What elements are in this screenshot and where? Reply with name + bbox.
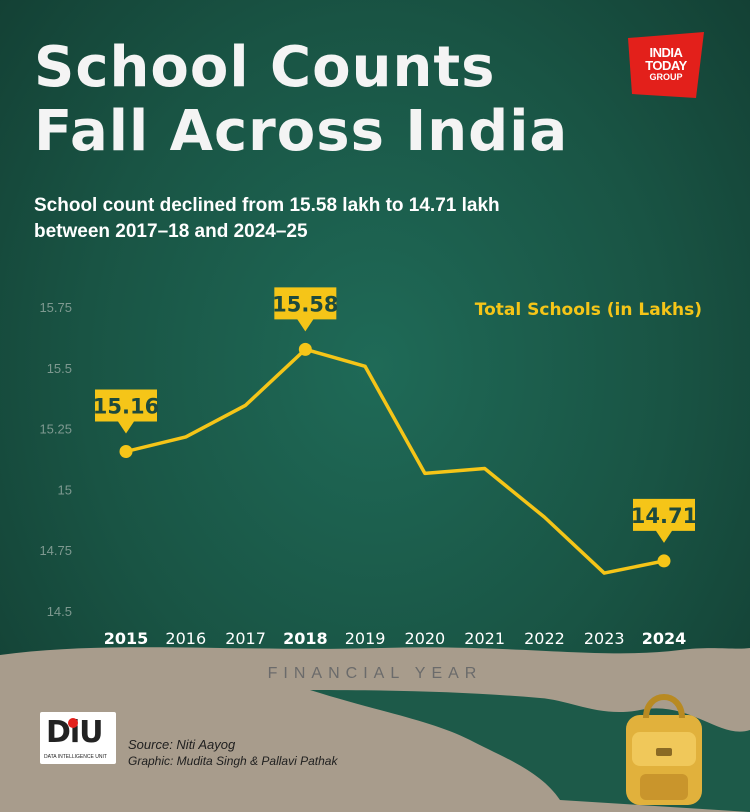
y-tick-label: 15.75	[39, 300, 72, 315]
backpack-icon	[626, 694, 702, 805]
y-tick-label: 15.5	[47, 361, 72, 376]
x-tick-label: 2019	[345, 629, 386, 648]
data-label: 15.16	[93, 394, 159, 418]
page-title: School Counts Fall Across India	[34, 36, 634, 164]
callout-labels: 15.16 15.58 14.71	[93, 287, 697, 568]
x-tick-label: 2024	[642, 629, 687, 648]
y-tick-label: 14.5	[47, 604, 72, 619]
india-today-logo	[628, 32, 704, 98]
y-tick-label: 15	[58, 482, 72, 497]
logo-line-3: GROUP	[649, 72, 683, 82]
y-axis-ticks: 14.5 14.75 15 15.25 15.5 15.75	[39, 300, 72, 619]
x-axis-ticks: 2015 2016 2017 2018 2019 2020 2021 2022 2023 2024	[104, 629, 687, 648]
series-line-total-schools	[124, 347, 666, 575]
data-label: 15.58	[272, 292, 338, 316]
india-today-logo-text: INDIA TODAY GROUP	[630, 46, 702, 83]
x-tick-label: 2016	[165, 629, 206, 648]
y-tick-label: 14.75	[39, 543, 72, 558]
diu-logo: DiU DATA INTELLIGENCE UNIT	[40, 712, 116, 764]
x-tick-label: 2023	[584, 629, 625, 648]
subtitle: School count declined from 15.58 lakh to…	[34, 195, 500, 242]
x-tick-label: 2022	[524, 629, 565, 648]
data-point	[657, 554, 671, 568]
title-line-1: School Counts	[34, 35, 496, 100]
x-axis-title: FINANCIAL YEAR	[267, 665, 483, 682]
x-tick-label: 2018	[283, 629, 328, 648]
callout-box	[95, 389, 157, 434]
legend-series-name: Total Schools (in Lakhs)	[474, 300, 702, 320]
y-tick-label: 15.25	[39, 422, 72, 437]
x-tick-label: 2015	[104, 629, 149, 648]
diu-logo-subtext: DATA INTELLIGENCE UNIT	[44, 754, 107, 760]
graphic-credit: Graphic: Mudita Singh & Pallavi Pathak	[128, 754, 338, 768]
source-credit: Source: Niti Aayog	[128, 737, 236, 752]
x-tick-label: 2021	[464, 629, 505, 648]
data-label: 14.71	[631, 504, 697, 528]
credits: Source: Niti Aayog Graphic: Mudita Singh…	[128, 737, 337, 769]
data-point	[119, 444, 133, 458]
logo-line-2: TODAY	[645, 58, 687, 73]
diu-logo-dot	[68, 718, 78, 728]
x-tick-label: 2017	[225, 629, 266, 648]
callout-box	[633, 498, 695, 543]
x-tick-label: 2020	[405, 629, 446, 648]
data-point	[298, 342, 312, 356]
callout-box	[274, 287, 337, 332]
title-line-2: Fall Across India	[34, 99, 569, 164]
logo-line-1: INDIA	[649, 45, 683, 60]
